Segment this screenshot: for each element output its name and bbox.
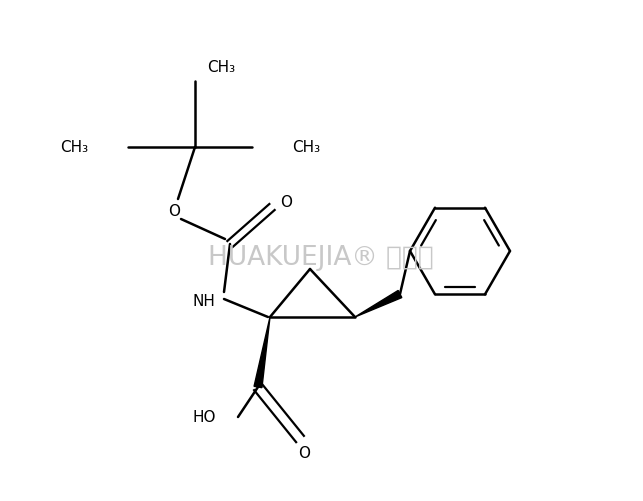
Text: HUAKUEJIA® 化学加: HUAKUEJIA® 化学加 [208, 244, 434, 271]
Text: HO: HO [192, 410, 216, 425]
Polygon shape [355, 291, 402, 317]
Text: CH₃: CH₃ [60, 140, 88, 155]
Text: NH: NH [192, 294, 215, 309]
Polygon shape [254, 317, 270, 388]
Text: O: O [298, 445, 310, 460]
Text: O: O [168, 204, 180, 219]
Text: CH₃: CH₃ [292, 140, 320, 155]
Text: O: O [280, 195, 292, 210]
Text: CH₃: CH₃ [207, 61, 235, 75]
